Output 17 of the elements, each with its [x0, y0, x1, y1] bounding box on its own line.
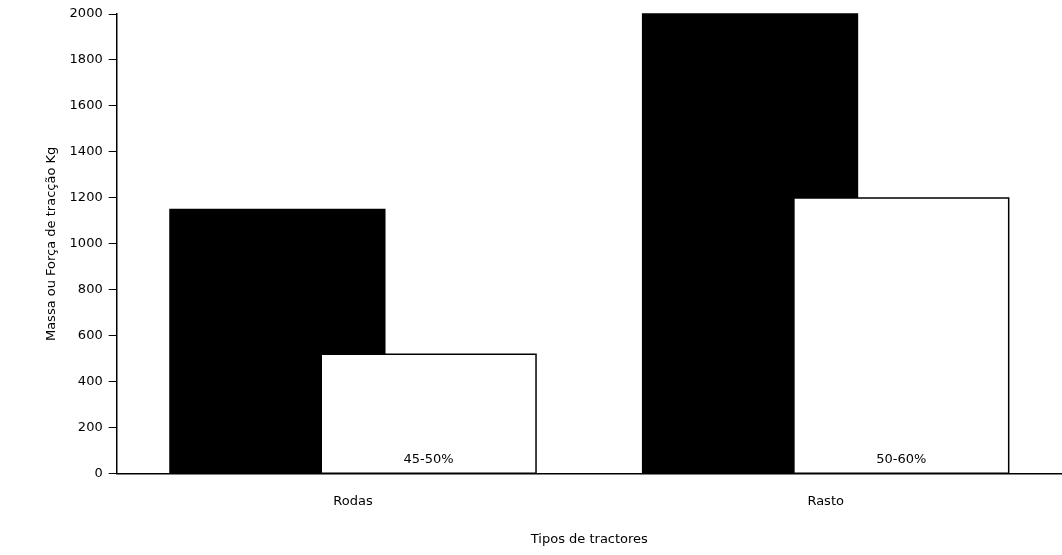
annotation: 45-50%	[403, 451, 454, 467]
y-tick-label: 1600	[69, 97, 103, 113]
y-axis-title: Massa ou Força de tracção Kg	[43, 146, 59, 342]
x-tick-label: Rasto	[807, 492, 844, 508]
annotation: 50-60%	[876, 451, 927, 467]
y-tick-label: 1200	[69, 189, 103, 205]
y-tick-label: 1400	[69, 143, 103, 159]
y-tick-label: 400	[77, 373, 103, 389]
y-tick-label: 2000	[69, 5, 103, 21]
x-axis-title: Tipos de tractores	[529, 530, 649, 546]
y-tick-label: 0	[94, 465, 103, 481]
y-tick-label: 200	[77, 419, 103, 435]
y-tick-label: 1000	[69, 235, 103, 251]
y-tick-label: 600	[77, 327, 103, 343]
y-tick-label: 800	[77, 281, 103, 297]
x-tick-label: Rodas	[333, 492, 373, 508]
y-tick-label: 1800	[69, 51, 103, 67]
